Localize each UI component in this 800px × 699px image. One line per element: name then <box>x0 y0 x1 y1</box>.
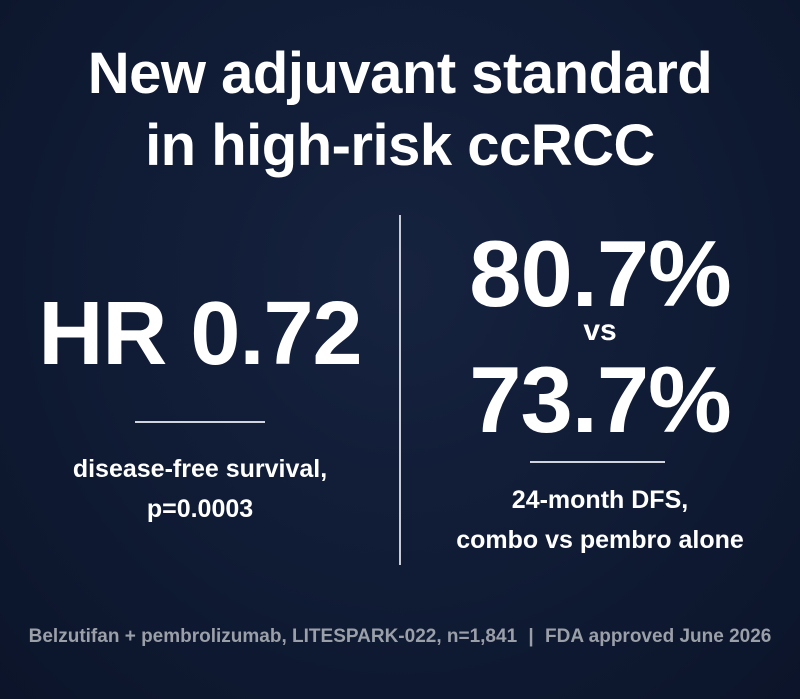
footer-text: Belzutifan + pembrolizumab, LITESPARK-02… <box>28 626 518 647</box>
divider <box>399 215 401 565</box>
title-line: New adjuvant standard <box>87 41 713 106</box>
title-line: in high-risk ccRCC <box>145 113 655 178</box>
rule <box>530 461 665 463</box>
separator: | <box>528 626 534 647</box>
caption: p=0.0003 <box>146 495 254 523</box>
caption: disease-free survival, <box>72 455 328 483</box>
footer-text: FDA approved June 2026 <box>545 626 772 647</box>
footer: Belzutifan + pembrolizumab, LITESPARK-02… <box>0 626 800 648</box>
stat-combo: 80.7% <box>469 221 732 326</box>
rule <box>135 421 265 423</box>
stat-pembro: 73.7% <box>469 347 732 452</box>
hazard-ratio: HR 0.72 <box>38 284 362 384</box>
caption: combo vs pembro alone <box>456 526 744 554</box>
vs: vs <box>583 314 617 347</box>
caption: 24-month DFS, <box>511 486 689 514</box>
